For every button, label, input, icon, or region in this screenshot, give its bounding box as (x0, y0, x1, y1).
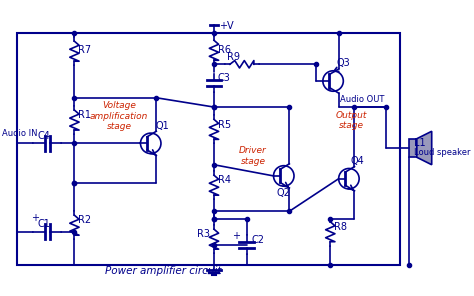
Text: R2: R2 (78, 215, 91, 225)
Text: C1: C1 (37, 219, 50, 229)
Text: R8: R8 (334, 222, 347, 232)
Text: Q4: Q4 (351, 156, 365, 166)
Bar (17, 33, 400, 265)
Text: Driver
stage: Driver stage (239, 146, 267, 165)
Text: R7: R7 (78, 45, 91, 55)
Text: Voltage
amplification
stage: Voltage amplification stage (90, 102, 148, 131)
Text: L1: L1 (414, 138, 426, 148)
Text: C4: C4 (37, 131, 50, 141)
Text: R3: R3 (197, 229, 210, 239)
Text: C3: C3 (218, 73, 230, 83)
Text: +: + (232, 231, 240, 241)
Text: R5: R5 (218, 120, 231, 130)
Text: Q3: Q3 (337, 58, 351, 68)
Text: R4: R4 (218, 175, 231, 185)
Text: C2: C2 (251, 235, 264, 245)
Text: Audio OUT: Audio OUT (340, 95, 384, 104)
Text: Q1: Q1 (155, 121, 169, 131)
Text: R6: R6 (218, 45, 231, 55)
Text: +V: +V (219, 21, 233, 31)
Polygon shape (417, 131, 432, 165)
Text: +: + (31, 213, 39, 223)
Text: R1: R1 (78, 110, 91, 120)
Text: Output
stage: Output stage (336, 111, 367, 130)
Bar (410, 139, 417, 157)
Text: Loud speaker: Loud speaker (414, 148, 471, 157)
Text: R9: R9 (227, 52, 240, 62)
Text: Q2: Q2 (276, 188, 290, 198)
Text: Power amplifier circuit: Power amplifier circuit (105, 266, 221, 276)
Text: Audio IN: Audio IN (2, 129, 37, 138)
